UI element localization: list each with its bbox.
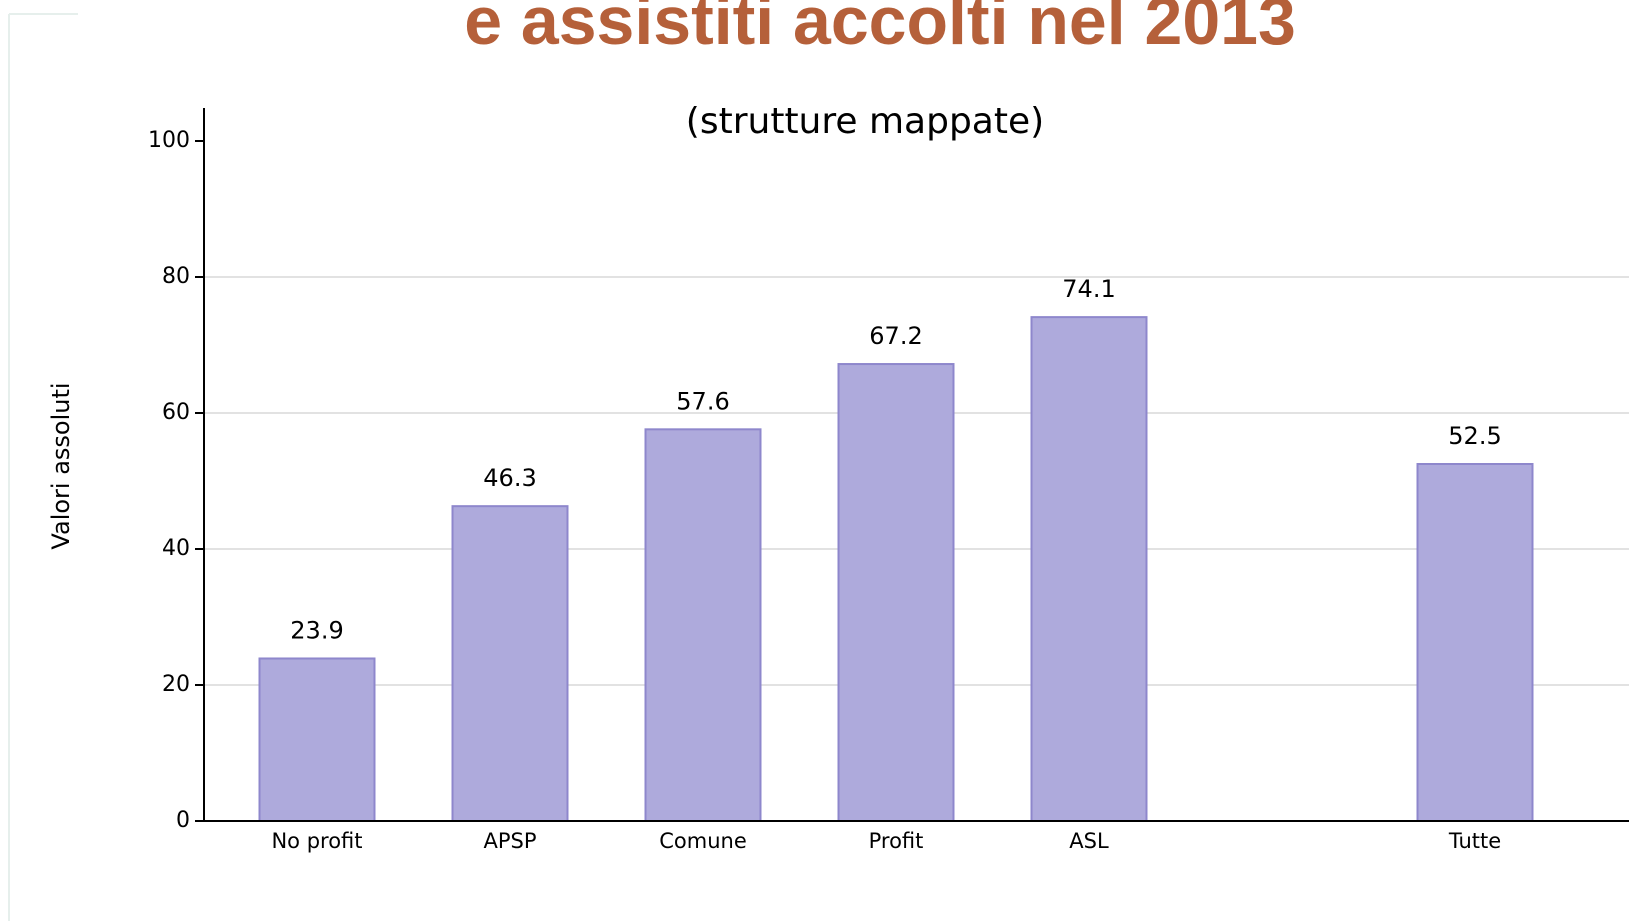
chart-title: e assistiti accolti nel 2013 [464,0,1296,59]
y-axis-label: Valori assoluti [47,382,75,549]
y-tick-label: 100 [148,128,190,153]
x-tick-label: APSP [483,829,536,853]
x-tick-label: ASL [1069,829,1109,853]
value-label: 23.9 [290,616,343,644]
x-tick-label: Tutte [1448,829,1501,853]
y-tick-label: 20 [162,672,190,697]
value-label: 52.5 [1448,422,1501,450]
value-label: 57.6 [676,387,729,415]
bar [451,505,569,822]
value-label: 74.1 [1062,275,1115,303]
x-tick-label: Comune [659,829,747,853]
value-label: 46.3 [483,464,536,492]
bar [837,363,955,822]
value-label: 67.2 [869,322,922,350]
x-tick-label: Profit [869,829,924,853]
y-tick-label: 40 [162,536,190,561]
y-tick-label: 80 [162,264,190,289]
y-tick-label: 0 [176,808,190,833]
bar [1416,463,1534,822]
bar [644,428,762,822]
x-tick-label: No profit [271,829,362,853]
chart-subtitle: (strutture mappate) [686,101,1044,142]
bar [1030,316,1148,822]
bar [258,657,376,822]
y-tick-label: 60 [162,400,190,425]
